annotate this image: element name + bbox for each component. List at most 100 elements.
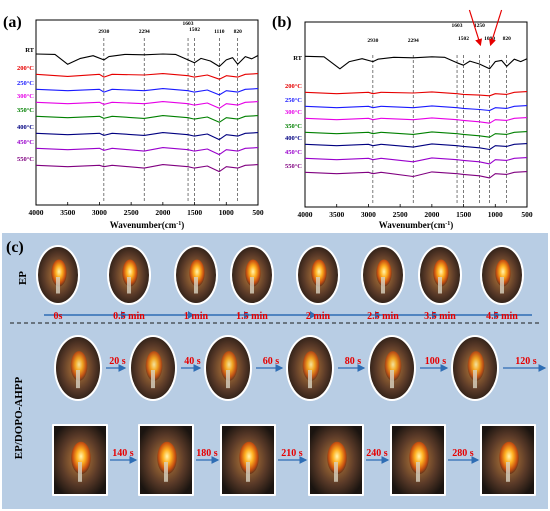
peak-label: 1110: [214, 29, 225, 35]
flame-photo: [129, 335, 177, 401]
peak-label: 2294: [139, 29, 150, 35]
legend-label: 350°C: [17, 107, 34, 114]
flame-photo: [36, 245, 80, 305]
time-label: 180 s: [196, 448, 218, 459]
x-tick-label: 2500: [393, 210, 408, 219]
legend-label: 250°C: [17, 80, 34, 87]
x-tick-label: 4000: [29, 208, 44, 217]
x-tick-label: 2500: [124, 208, 139, 217]
flame-glow: [239, 441, 259, 475]
flame-glow: [433, 259, 449, 287]
legend-label: 200°C: [17, 65, 34, 72]
sample-bar: [308, 370, 312, 389]
peak-label: 1603: [183, 21, 194, 27]
sample-bar: [56, 277, 60, 294]
series-line: [35, 115, 259, 123]
plot-frame-b: [304, 21, 528, 208]
flame-photo: [230, 245, 274, 305]
x-tick-label: 1000: [488, 210, 503, 219]
time-label: 2 min: [306, 311, 331, 322]
time-label: 0.5 min: [113, 311, 145, 322]
flame-photo: [204, 335, 252, 401]
flame-photo: [286, 335, 334, 401]
flame-glow: [189, 259, 205, 287]
legend-label: 350°C: [285, 123, 302, 130]
series-line: [35, 132, 259, 141]
flame-glow: [327, 441, 347, 475]
series-line: [304, 105, 528, 112]
x-tick-label: 1500: [456, 210, 471, 219]
ep-timeline: 0s 0.5 min 1 min 1.5 min 2 min 2.5 min 3.5 min…: [54, 311, 518, 322]
flame-glow: [495, 259, 511, 287]
peak-label: 820: [503, 36, 512, 42]
legend-label: 300°C: [285, 109, 302, 116]
flame-photo: [107, 245, 151, 305]
x-tick-label: 3000: [361, 210, 376, 219]
x-ticks-a: 4000 3500 3000 2500 2000 1500 1000 500: [29, 202, 264, 217]
series-line: [35, 73, 259, 80]
flame-photo: [220, 424, 276, 496]
sample-bar: [334, 462, 338, 482]
series-line: [304, 55, 528, 70]
series-group-b: RT 200°C 250°C 300°C 350°C 400°C 450°C 550°C: [285, 55, 528, 179]
sample-bar: [473, 370, 477, 389]
x-tick-label: 500: [252, 208, 264, 217]
sample-bar: [246, 462, 250, 482]
flame-glow: [467, 351, 485, 381]
flame-photo: [52, 424, 108, 496]
sample-bar: [381, 277, 385, 294]
x-tick-label: 1500: [187, 208, 202, 217]
time-label: 80 s: [345, 356, 362, 367]
x-tick-label: 4000: [298, 210, 313, 219]
flame-photo: [418, 245, 462, 305]
x-tick-label: 2000: [424, 210, 439, 219]
sample-bar: [416, 462, 420, 482]
legend-label: 400°C: [17, 124, 34, 131]
time-label: 4.5 min: [486, 311, 518, 322]
legend-label: 550°C: [17, 156, 34, 163]
series-line: [35, 101, 259, 109]
series-line: [304, 171, 528, 179]
time-label: 100 s: [425, 356, 447, 367]
flame-photo: [174, 245, 218, 305]
legend-label: 550°C: [285, 163, 302, 170]
sample-bar: [500, 277, 504, 294]
x-tick-label: 3500: [329, 210, 344, 219]
peak-label: 1502: [189, 27, 200, 33]
flame-glow: [220, 351, 238, 381]
series-line: [35, 164, 259, 173]
series-line: [304, 91, 528, 97]
flame-glow: [145, 351, 163, 381]
timeline-arrow: [188, 311, 194, 319]
flame-photo: [361, 245, 405, 305]
flame-glow: [311, 259, 327, 287]
ep-dopo-photo-row-2: 140 s 180 s 210 s 240 s 280 s: [52, 424, 536, 496]
sample-bar: [226, 370, 230, 389]
legend-label: RT: [25, 47, 34, 54]
series-line: [35, 147, 259, 156]
flame-glow: [499, 441, 519, 475]
legend-label: 200°C: [285, 83, 302, 90]
time-label: 0s: [54, 311, 63, 322]
time-label: 20 s: [109, 356, 126, 367]
flame-photo: [390, 424, 446, 496]
x-tick-label: 3500: [60, 208, 75, 217]
x-tick-label: 3000: [92, 208, 107, 217]
peak-label: 1603: [452, 23, 463, 29]
flame-photo: [296, 245, 340, 305]
peak-label: 2930: [367, 38, 378, 44]
sample-bar: [438, 277, 442, 294]
legend-label: 450°C: [17, 139, 34, 146]
sample-bar: [127, 277, 131, 294]
legend-label: RT: [293, 55, 302, 62]
ep-photo-row: [36, 245, 524, 305]
sample-bar: [151, 370, 155, 389]
time-label: 240 s: [366, 448, 388, 459]
flame-photo: [480, 245, 524, 305]
panel-label-a: (a): [3, 14, 22, 31]
row-label-ep: EP: [17, 271, 29, 285]
flame-glow: [71, 441, 91, 475]
sample-bar: [506, 462, 510, 482]
flame-photo: [451, 335, 499, 401]
